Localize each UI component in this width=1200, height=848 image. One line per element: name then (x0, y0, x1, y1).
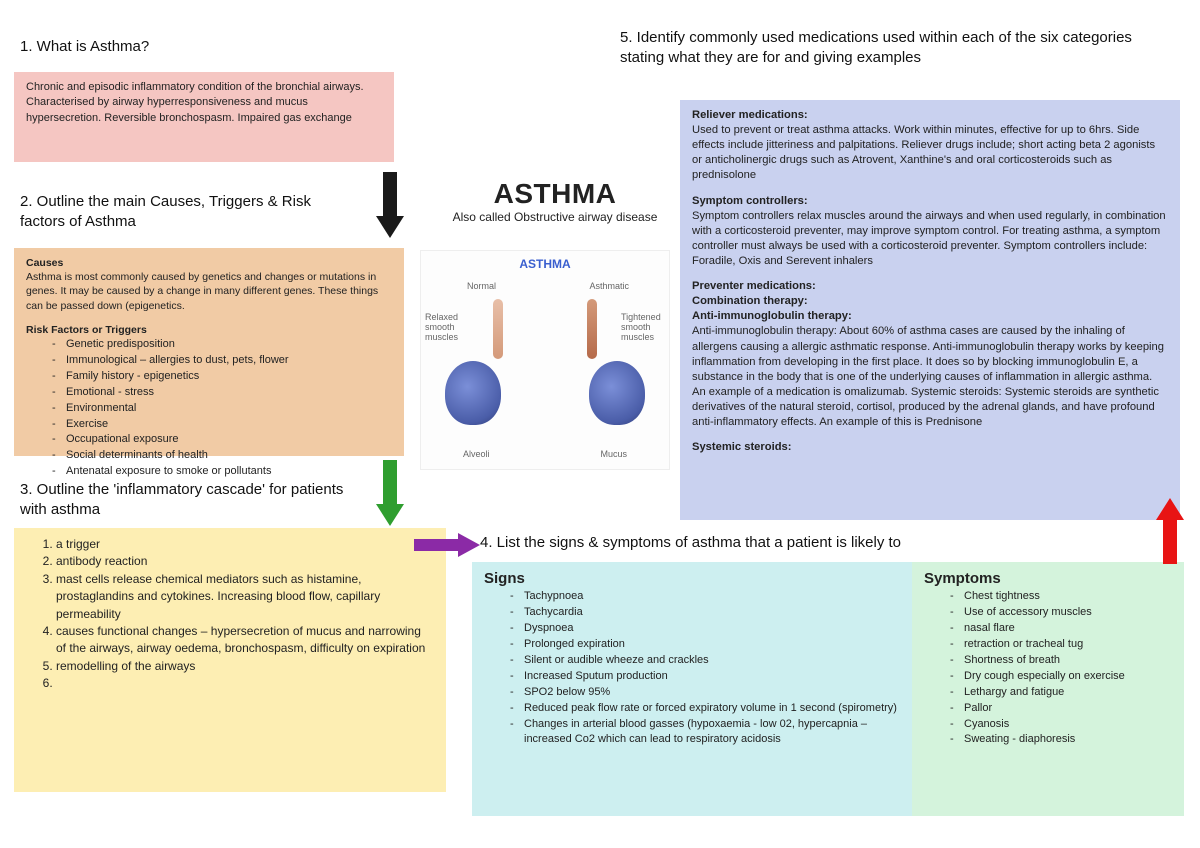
symptom-item: Dry cough especially on exercise (950, 669, 1172, 685)
causes-title: Causes (26, 257, 63, 269)
section-2-heading: 2. Outline the main Causes, Triggers & R… (20, 192, 360, 231)
cascade-list: a triggerantibody reactionmast cells rel… (26, 536, 434, 693)
sign-item: Tachypnoea (510, 589, 900, 605)
sign-item: Silent or audible wheeze and crackles (510, 653, 900, 669)
risk-item: Occupational exposure (52, 432, 392, 448)
diagram-title: ASTHMA (421, 257, 669, 271)
sign-item: SPO2 below 95% (510, 685, 900, 701)
section-1-box: Chronic and episodic inflammatory condit… (14, 72, 394, 162)
symptom-item: Use of accessory muscles (950, 605, 1172, 621)
label-alveoli: Alveoli (463, 449, 490, 459)
risk-item: Genetic predisposition (52, 337, 392, 353)
risk-item: Social determinants of health (52, 448, 392, 464)
risk-item: Environmental (52, 401, 392, 417)
cascade-item: remodelling of the airways (56, 658, 434, 675)
symptom-item: Sweating - diaphoresis (950, 732, 1172, 748)
risk-title: Risk Factors or Triggers (26, 324, 147, 336)
symptoms-title: Symptoms (924, 570, 1172, 587)
sign-item: Dyspnoea (510, 621, 900, 637)
signs-list: TachypnoeaTachycardiaDyspnoeaProlonged e… (484, 589, 900, 748)
section-3-heading: 3. Outline the 'inflammatory cascade' fo… (20, 480, 360, 519)
symptom-item: Pallor (950, 701, 1172, 717)
section-1-heading: 1. What is Asthma? (20, 38, 149, 55)
risk-item: Immunological – allergies to dust, pets,… (52, 353, 392, 369)
sign-item: Changes in arterial blood gasses (hypoxa… (510, 717, 900, 749)
section-2-box: Causes Asthma is most commonly caused by… (14, 248, 404, 456)
med-block-body: Used to prevent or treat asthma attacks.… (692, 123, 1168, 183)
cascade-item: causes functional changes – hypersecreti… (56, 623, 434, 658)
center-subtitle: Also called Obstructive airway disease (440, 210, 670, 224)
arrow-up-red-icon (1150, 498, 1190, 568)
symptom-item: Cyanosis (950, 717, 1172, 733)
label-tightened: Tightened smooth muscles (621, 313, 665, 343)
label-mucus: Mucus (600, 449, 627, 459)
section-5-box: Reliever medications:Used to prevent or … (680, 100, 1180, 520)
med-block-title: Combination therapy: (692, 294, 1168, 309)
arrow-down-green-icon (370, 460, 410, 530)
causes-body: Asthma is most commonly caused by geneti… (26, 271, 378, 311)
symptoms-box: Symptoms Chest tightnessUse of accessory… (912, 562, 1184, 816)
symptom-item: Shortness of breath (950, 653, 1172, 669)
sign-item: Prolonged expiration (510, 637, 900, 653)
label-relaxed: Relaxed smooth muscles (425, 313, 465, 343)
cascade-item: a trigger (56, 536, 434, 553)
risk-item: Family history - epigenetics (52, 369, 392, 385)
med-block-body: Anti-immunoglobulin therapy: About 60% o… (692, 324, 1168, 430)
label-asthmatic: Asthmatic (589, 281, 629, 291)
risk-item: Emotional - stress (52, 385, 392, 401)
center-title-block: ASTHMA Also called Obstructive airway di… (440, 178, 670, 224)
cascade-item (56, 675, 434, 692)
med-block-title: Anti-immunoglobulin therapy: (692, 309, 1168, 324)
cascade-item: mast cells release chemical mediators su… (56, 571, 434, 623)
med-block-title: Systemic steroids: (692, 440, 1168, 455)
cascade-item: antibody reaction (56, 553, 434, 570)
symptom-item: Chest tightness (950, 589, 1172, 605)
symptom-item: nasal flare (950, 621, 1172, 637)
signs-title: Signs (484, 570, 900, 587)
sign-item: Tachycardia (510, 605, 900, 621)
label-normal: Normal (467, 281, 496, 291)
med-block-title: Preventer medications: (692, 279, 1168, 294)
signs-box: Signs TachypnoeaTachycardiaDyspnoeaProlo… (472, 562, 912, 816)
center-title: ASTHMA (440, 178, 670, 210)
risk-list: Genetic predispositionImmunological – al… (26, 337, 392, 480)
risk-item: Exercise (52, 417, 392, 433)
risk-item: Antenatal exposure to smoke or pollutant… (52, 464, 392, 480)
airway-diagram: ASTHMA Normal Asthmatic Relaxed smooth m… (420, 250, 670, 470)
symptom-item: retraction or tracheal tug (950, 637, 1172, 653)
med-block-title: Symptom controllers: (692, 194, 1168, 209)
med-block-body: Symptom controllers relax muscles around… (692, 209, 1168, 269)
symptoms-list: Chest tightnessUse of accessory musclesn… (924, 589, 1172, 748)
sign-item: Reduced peak flow rate or forced expirat… (510, 701, 900, 717)
symptom-item: Lethargy and fatigue (950, 685, 1172, 701)
med-block-title: Reliever medications: (692, 108, 1168, 123)
section-3-box: a triggerantibody reactionmast cells rel… (14, 528, 446, 792)
sign-item: Increased Sputum production (510, 669, 900, 685)
section-4-heading: 4. List the signs & symptoms of asthma t… (480, 534, 1180, 551)
arrow-right-purple-icon (414, 530, 484, 560)
section-1-body: Chronic and episodic inflammatory condit… (26, 81, 364, 124)
section-5-heading: 5. Identify commonly used medications us… (620, 28, 1180, 67)
arrow-down-black-icon (370, 172, 410, 242)
